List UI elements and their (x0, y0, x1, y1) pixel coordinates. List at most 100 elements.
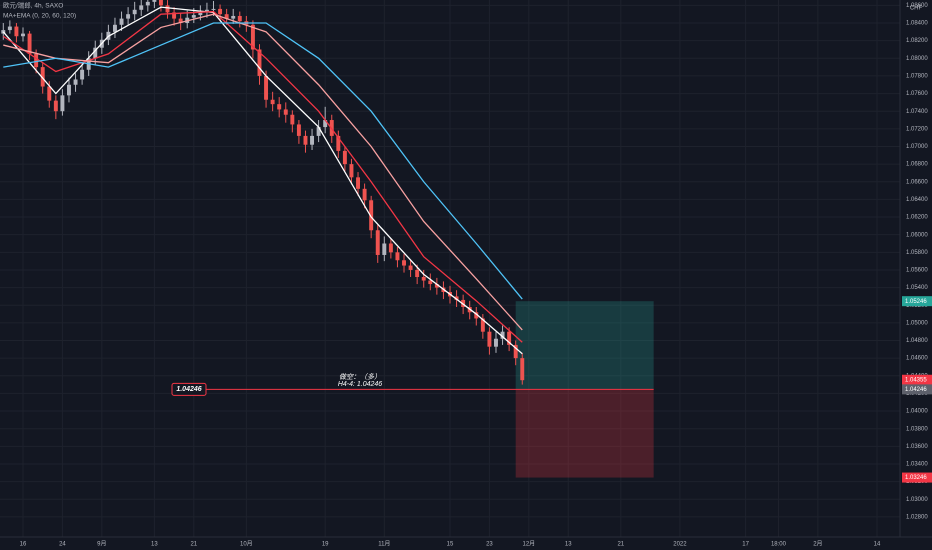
candle-body (283, 109, 288, 115)
candle-body (132, 9, 137, 15)
y-tick-label: 1.05600 (906, 268, 928, 274)
candle-body (224, 14, 229, 19)
y-tick-label: 1.03400 (906, 462, 928, 468)
candle-body (60, 95, 65, 112)
y-tick-label: 1.04000 (906, 409, 928, 415)
candle-body (362, 188, 367, 201)
candle-body (264, 75, 269, 100)
x-tick-label: 13 (565, 542, 572, 548)
y-tick-label: 1.07400 (906, 109, 928, 115)
y-tick-label: 1.02800 (906, 514, 928, 520)
candle-body (520, 358, 525, 381)
candle-body (375, 230, 380, 255)
candle-body (277, 104, 282, 110)
candle-body (369, 200, 374, 231)
candle-body (270, 99, 275, 105)
candle-body (27, 33, 32, 54)
candle-body (342, 150, 347, 165)
y-tick-label: 1.03800 (906, 426, 928, 432)
x-tick-label: 21 (190, 542, 197, 548)
candle-body (34, 53, 39, 68)
indicator: MA+EMA (0, 20, 60, 120) (3, 13, 76, 20)
y-tick-label: 1.06000 (906, 232, 928, 238)
y-tick-label: 1.08200 (906, 38, 928, 44)
y-tick-label: 1.06600 (906, 179, 928, 185)
candle-body (408, 265, 413, 270)
y-tick-label: 1.06800 (906, 162, 928, 168)
candle-body (237, 15, 242, 22)
candle-body (139, 5, 144, 10)
moving-average (3, 13, 523, 331)
x-tick-label: 2022 (673, 542, 687, 548)
candle-body (507, 331, 512, 345)
axes: 1.028001.030001.032001.034001.036001.038… (20, 3, 932, 548)
x-tick-label: 15 (447, 542, 454, 548)
candle-body (112, 24, 117, 32)
candle-body (290, 114, 295, 125)
x-tick-label: 12月 (522, 541, 535, 548)
x-tick-label: 2月 (813, 541, 822, 548)
candle-body (47, 86, 52, 101)
candle-body (402, 260, 406, 266)
candle-body (415, 269, 420, 278)
moving-average (2, 6, 523, 355)
plot: 1.04246 做空：（多）H4-4: 1.04246 (1, 0, 654, 478)
x-tick-label: 19 (322, 542, 329, 548)
entry-label: 1.04246 (176, 386, 201, 393)
position-title: 做空：（多） (339, 373, 381, 381)
candle-body (73, 79, 78, 85)
candle-body (303, 135, 308, 145)
candle-body (296, 124, 301, 136)
candle-body (454, 296, 459, 300)
candle-body (7, 26, 12, 31)
y-tick-label: 1.03600 (906, 444, 928, 450)
candle-body (119, 18, 124, 25)
y-tick-label: 1.07000 (906, 144, 928, 150)
candle-body (474, 312, 479, 319)
x-tick-label: 21 (617, 542, 624, 548)
price-label-box (902, 374, 932, 385)
price-label-box (902, 472, 932, 483)
moving-average (3, 22, 523, 300)
y-tick-label: 1.04800 (906, 338, 928, 344)
y-tick-label: 1.08000 (906, 56, 928, 62)
candle-body (356, 177, 360, 189)
candle-body (487, 331, 492, 347)
candle-body (500, 331, 505, 339)
y-tick-label: 1.04600 (906, 356, 928, 362)
y-tick-label: 1.07800 (906, 74, 928, 80)
x-tick-label: 11月 (378, 541, 390, 548)
price-label-box (902, 296, 932, 307)
candle-body (218, 8, 223, 15)
candle-body (395, 252, 400, 261)
candle-body (80, 69, 85, 80)
candle-body (145, 1, 150, 6)
candle-body (126, 14, 131, 19)
candle-body (310, 135, 315, 145)
currency: CHF (910, 6, 923, 12)
candle-body (21, 33, 25, 37)
x-tick-label: 17 (742, 542, 749, 548)
y-tick-label: 1.06400 (906, 197, 928, 203)
y-tick-label: 1.03000 (906, 497, 928, 503)
y-tick-label: 1.06200 (906, 215, 928, 221)
candle-body (316, 127, 321, 136)
symbol: 欧元/瑞郎, 4h, SAXO (3, 1, 63, 10)
candle-body (172, 12, 177, 19)
candle-body (14, 26, 19, 37)
candle-body (323, 120, 328, 128)
y-tick-label: 1.05800 (906, 250, 928, 256)
candle-body (178, 18, 183, 24)
candle-body (191, 15, 196, 18)
candle-body (494, 338, 498, 347)
stop-zone (515, 389, 654, 478)
x-tick-label: 10月 (240, 541, 253, 548)
candle-body (428, 280, 433, 285)
x-tick-label: 24 (59, 542, 66, 548)
candle-body (67, 84, 71, 96)
x-tick-label: 23 (486, 542, 493, 548)
candle-body (40, 67, 45, 87)
